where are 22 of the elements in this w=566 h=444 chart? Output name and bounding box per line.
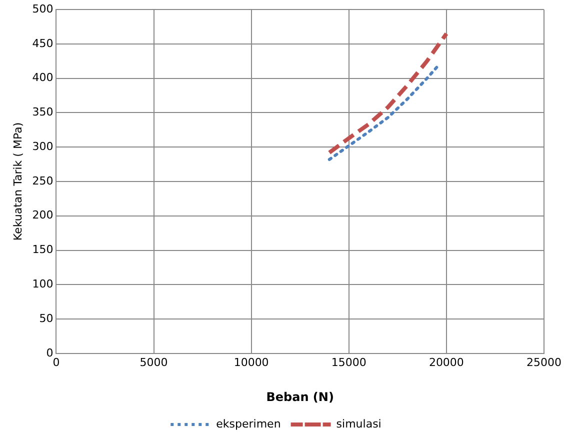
y-tick-label: 400 (32, 71, 54, 84)
y-tick-label: 100 (32, 278, 54, 290)
line-series (327, 32, 448, 155)
y-tick-label: 200 (32, 208, 54, 222)
y-tick-label: 500 (32, 2, 54, 16)
y-tick-label: 250 (32, 174, 54, 188)
y-tick-label: 300 (32, 140, 54, 153)
y-tick-label: 50 (39, 312, 54, 325)
legend-label: eksperimen (216, 417, 281, 430)
y-tick-label: 150 (32, 243, 54, 256)
line-series (328, 66, 438, 161)
y-tick-label: 350 (32, 106, 54, 119)
x-tick-label: 15000 (331, 356, 366, 369)
legend-label: simulasi (336, 417, 382, 430)
x-axis-title: Beban (N) (266, 390, 334, 404)
x-tick-label: 10000 (234, 356, 269, 369)
y-axis-title: Kekuatan Tarik ( MPa) (11, 122, 24, 241)
x-tick-label: 5000 (140, 356, 168, 369)
x-tick-label: 25000 (526, 356, 562, 369)
y-tick-label: 450 (32, 36, 54, 50)
y-tick-label: 0 (46, 346, 54, 360)
x-tick-label: 20000 (428, 356, 464, 369)
